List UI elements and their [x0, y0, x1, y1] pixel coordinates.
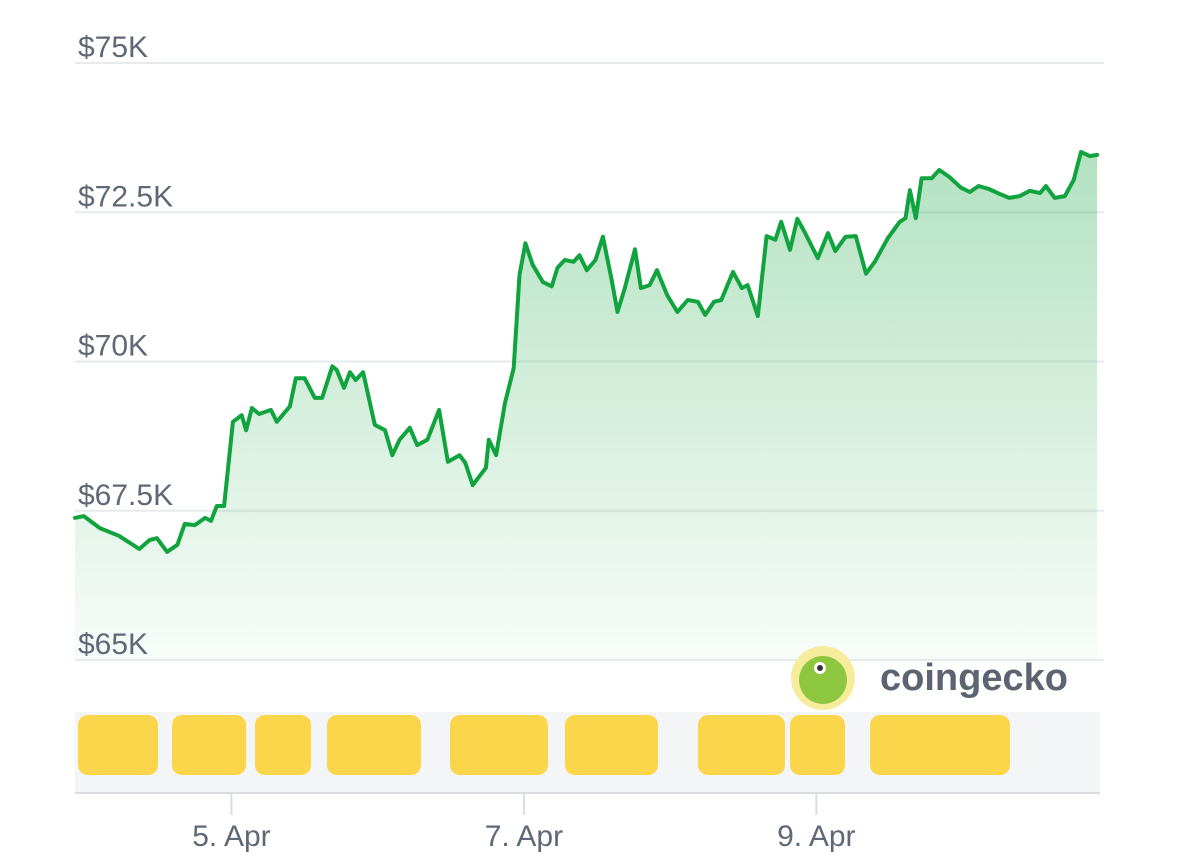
plot — [73, 150, 1100, 660]
watermark-logo — [791, 646, 855, 710]
x-tick-label: 9. Apr — [777, 820, 855, 853]
y-tick-label: $67.5K — [78, 479, 173, 512]
price-line — [73, 150, 1100, 554]
y-tick-label: $70K — [78, 330, 148, 363]
y-tick-label: $75K — [78, 31, 148, 64]
event-badges — [78, 715, 1010, 775]
y-tick-label: $65K — [78, 628, 148, 661]
watermark: coingecko — [880, 657, 1068, 699]
y-tick-label: $72.5K — [78, 180, 173, 213]
x-tick-label: 7. Apr — [485, 820, 563, 853]
area-fill — [75, 152, 1098, 660]
x-tick-label: 5. Apr — [192, 820, 270, 853]
